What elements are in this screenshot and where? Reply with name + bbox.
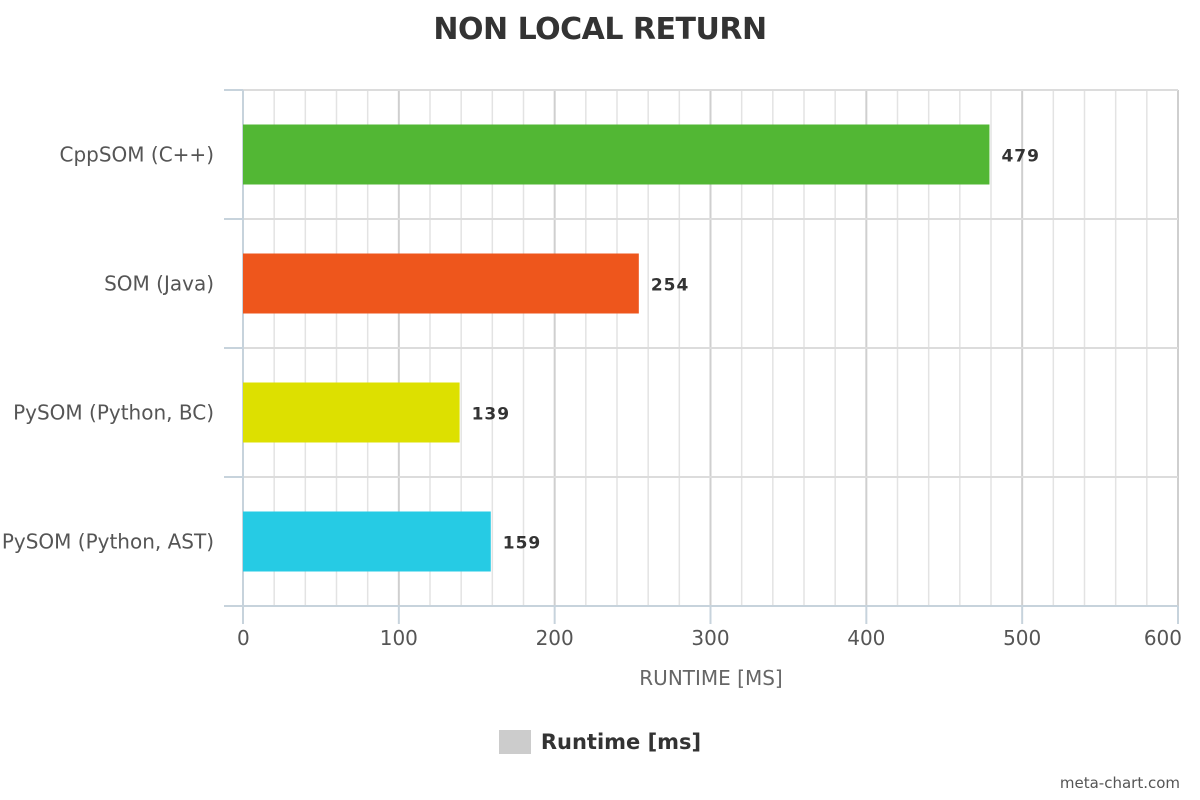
- category-label: PySOM (Python, BC): [13, 401, 214, 425]
- legend-label: Runtime [ms]: [540, 730, 702, 754]
- category-labels: CppSOM (C++) SOM (Java) PySOM (Python, BC)…: [2, 143, 214, 554]
- category-label: SOM (Java): [104, 272, 214, 296]
- category-label: CppSOM (C++): [60, 143, 215, 167]
- chart-title: NON LOCAL RETURN: [433, 12, 767, 47]
- x-tick-labels: 0 100 200 300 400 500 600: [237, 626, 1182, 650]
- x-tick-label: 0: [237, 626, 250, 650]
- x-tick-label: 100: [380, 626, 418, 650]
- legend-swatch: [498, 730, 531, 754]
- bar: [243, 511, 491, 572]
- x-tick-label: 600: [1144, 626, 1182, 650]
- x-tick-label: 400: [847, 626, 885, 650]
- bar: [243, 382, 460, 443]
- category-label: PySOM (Python, AST): [2, 530, 214, 554]
- bar: [243, 124, 990, 185]
- value-label: 479: [1001, 147, 1040, 167]
- x-tick-label: 500: [1003, 626, 1041, 650]
- x-tick-label: 300: [691, 626, 729, 650]
- bar: [243, 253, 639, 314]
- legend: Runtime [ms]: [0, 730, 1200, 754]
- value-label: 139: [472, 405, 511, 425]
- watermark: meta-chart.com: [1059, 774, 1180, 792]
- value-label: 159: [503, 534, 542, 554]
- value-labels: 479 254 139 159: [472, 147, 1040, 554]
- bars: [243, 124, 990, 572]
- value-label: 254: [651, 276, 690, 296]
- x-tick-label: 200: [536, 626, 574, 650]
- x-axis-title: RUNTIME [MS]: [639, 666, 782, 690]
